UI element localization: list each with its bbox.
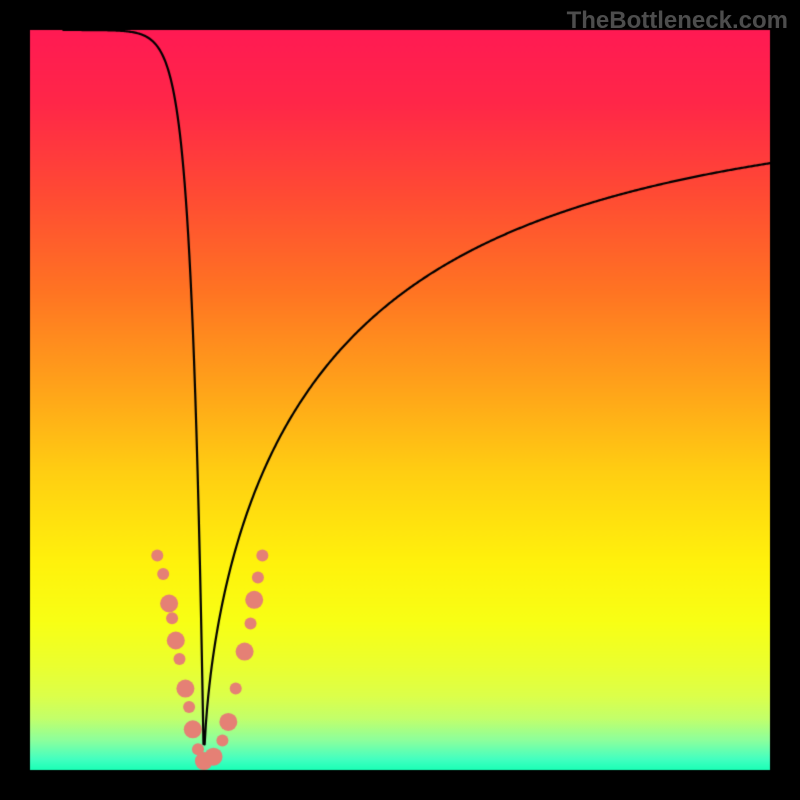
bottleneck-curve-chart — [0, 0, 800, 800]
watermark-text: TheBottleneck.com — [567, 7, 788, 35]
chart-container: TheBottleneck.com — [0, 0, 800, 800]
